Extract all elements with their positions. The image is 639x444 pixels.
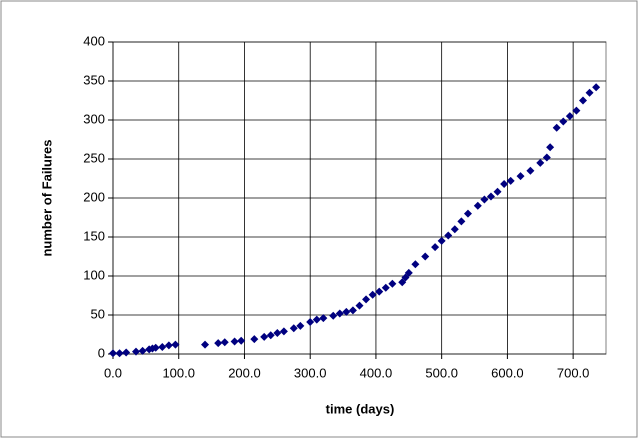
x-tick-label: 600.0 (491, 365, 524, 380)
y-tick-label: 300 (83, 111, 105, 126)
data-point (109, 349, 117, 358)
data-point (450, 225, 459, 234)
data-point (214, 339, 223, 348)
y-tick-label: 50 (91, 306, 105, 321)
data-point (279, 327, 288, 336)
data-point (115, 349, 124, 358)
y-axis-title: number of Failures (39, 139, 54, 256)
data-point (381, 283, 390, 292)
data-point (132, 347, 141, 356)
data-point (542, 153, 551, 162)
data-point (362, 295, 371, 304)
data-point (319, 314, 328, 323)
data-point (516, 172, 525, 181)
x-tick-label: 200.0 (228, 365, 261, 380)
x-tick-label: 500.0 (425, 365, 458, 380)
data-point (585, 88, 594, 97)
data-point (431, 243, 440, 252)
data-point (578, 96, 587, 105)
data-point (592, 83, 601, 92)
y-tick-label: 0 (98, 345, 105, 360)
data-point (230, 337, 239, 346)
x-axis-title: time (days) (326, 401, 395, 416)
data-point (493, 187, 502, 196)
y-tick-label: 350 (83, 72, 105, 87)
data-point (201, 340, 210, 349)
data-point (572, 106, 581, 115)
data-point (273, 328, 282, 337)
data-point (526, 166, 535, 175)
data-point (312, 315, 321, 324)
data-point (421, 252, 430, 261)
data-point (138, 346, 147, 355)
data-point (506, 176, 515, 185)
y-tick-label: 400 (83, 33, 105, 48)
data-point (457, 217, 466, 226)
data-point (480, 195, 489, 204)
data-point (342, 307, 351, 316)
data-point (404, 268, 413, 277)
data-point (348, 306, 357, 315)
data-point (306, 318, 315, 327)
data-point (158, 342, 167, 351)
data-point (546, 143, 555, 152)
x-tick-label: 700.0 (557, 365, 590, 380)
data-point (220, 338, 229, 347)
y-tick-label: 150 (83, 228, 105, 243)
y-tick-label: 100 (83, 267, 105, 282)
data-point (355, 301, 364, 310)
data-point (552, 123, 561, 132)
y-tick-label: 250 (83, 150, 105, 165)
data-point (559, 117, 568, 126)
data-point (368, 290, 377, 299)
data-point (444, 231, 453, 240)
data-point (388, 279, 397, 288)
data-point (171, 340, 180, 349)
data-point (122, 348, 131, 357)
data-point (289, 324, 298, 333)
data-point (565, 112, 574, 121)
data-point (250, 335, 259, 344)
data-point (411, 260, 420, 269)
data-point (437, 236, 446, 245)
data-point (260, 332, 269, 341)
data-point (500, 179, 509, 188)
data-point (237, 336, 246, 345)
data-point (473, 201, 482, 210)
x-tick-label: 400.0 (360, 365, 393, 380)
data-point (164, 341, 173, 350)
data-point (329, 311, 338, 320)
x-tick-label: 100.0 (162, 365, 195, 380)
data-point (296, 321, 305, 330)
data-point (266, 331, 275, 340)
x-tick-label: 300.0 (294, 365, 327, 380)
data-point (375, 287, 384, 296)
x-tick-label: 0.0 (104, 365, 122, 380)
data-point (463, 209, 472, 218)
data-point (151, 343, 160, 352)
y-tick-label: 200 (83, 189, 105, 204)
data-point (335, 309, 344, 318)
data-point (486, 192, 495, 201)
data-point (536, 158, 545, 167)
